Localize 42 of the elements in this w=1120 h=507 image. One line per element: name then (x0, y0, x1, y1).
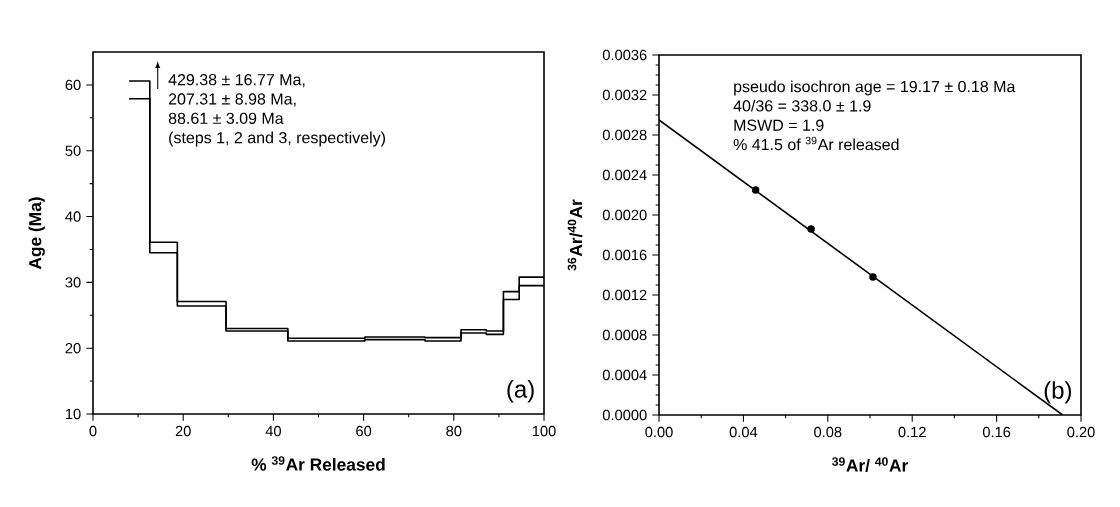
y-tick-label: 0.0016 (602, 249, 647, 261)
x-tick-label: 0.04 (729, 426, 758, 438)
y-tick-label: 60 (65, 79, 81, 91)
annotation: 88.61 ± 3.09 Ma (168, 112, 284, 124)
y-tick-label: 0.0004 (602, 369, 647, 381)
x-tick-label: 0.16 (982, 426, 1011, 438)
y-tick-label: 30 (65, 277, 81, 288)
y-axis-title: $^{36}$Ar/$^{40}$Ar (567, 199, 583, 271)
y-tick-label: 0.0000 (602, 409, 647, 421)
annotation: (a) (507, 380, 534, 403)
x-tick-label: 80 (446, 425, 462, 437)
y-tick-label: 0.0028 (602, 129, 647, 141)
y-tick-label: 0.0036 (602, 49, 647, 61)
annotation: 40/36 = 338.0 ± 1.9 (733, 99, 871, 112)
annotation: (steps 1, 2 and 3, respectively) (169, 131, 385, 147)
annotation: 207.31 ± 8.98 Ma, (168, 93, 296, 107)
y-tick-label: 40 (65, 211, 81, 222)
x-tick-label: 60 (356, 425, 372, 437)
y-tick-label: 0.0012 (602, 289, 647, 301)
y-tick-label: 0.0024 (602, 169, 647, 181)
annotation: pseudo isochron age = 19.17 ± 0.18 Ma (734, 80, 1016, 96)
y-tick-label: 0.0020 (602, 209, 647, 221)
y-axis-title: Age (Ma) (28, 197, 45, 270)
x-tick-label: 40 (265, 425, 281, 437)
annotation: MSWD = 1.9 (734, 119, 824, 131)
annotation: 429.38 ± 16.77 Ma, (168, 74, 305, 88)
x-tick-label: 20 (175, 425, 191, 437)
x-tick-label: 0.12 (898, 426, 926, 438)
y-tick-label: 0.0032 (602, 89, 647, 101)
y-tick-label: 50 (65, 145, 81, 156)
x-tick-label: 0.08 (814, 426, 842, 438)
y-tick-label: 0.0008 (602, 329, 647, 341)
x-tick-label: 0.20 (1067, 426, 1095, 438)
y-tick-label: 20 (65, 343, 81, 354)
annotation: (b) (1044, 381, 1072, 404)
x-axis-title: % $^{39}$Ar Released (251, 456, 385, 471)
x-tick-label: 0.00 (645, 426, 673, 438)
annotation: % 41.5 of $^{39}$Ar released (733, 136, 899, 151)
x-axis-title: $^{39}$Ar/ $^{40}$Ar (832, 457, 908, 472)
x-tick-label: 100 (532, 425, 556, 437)
y-tick-label: 10 (65, 408, 81, 420)
x-tick-label: 0 (89, 425, 97, 437)
